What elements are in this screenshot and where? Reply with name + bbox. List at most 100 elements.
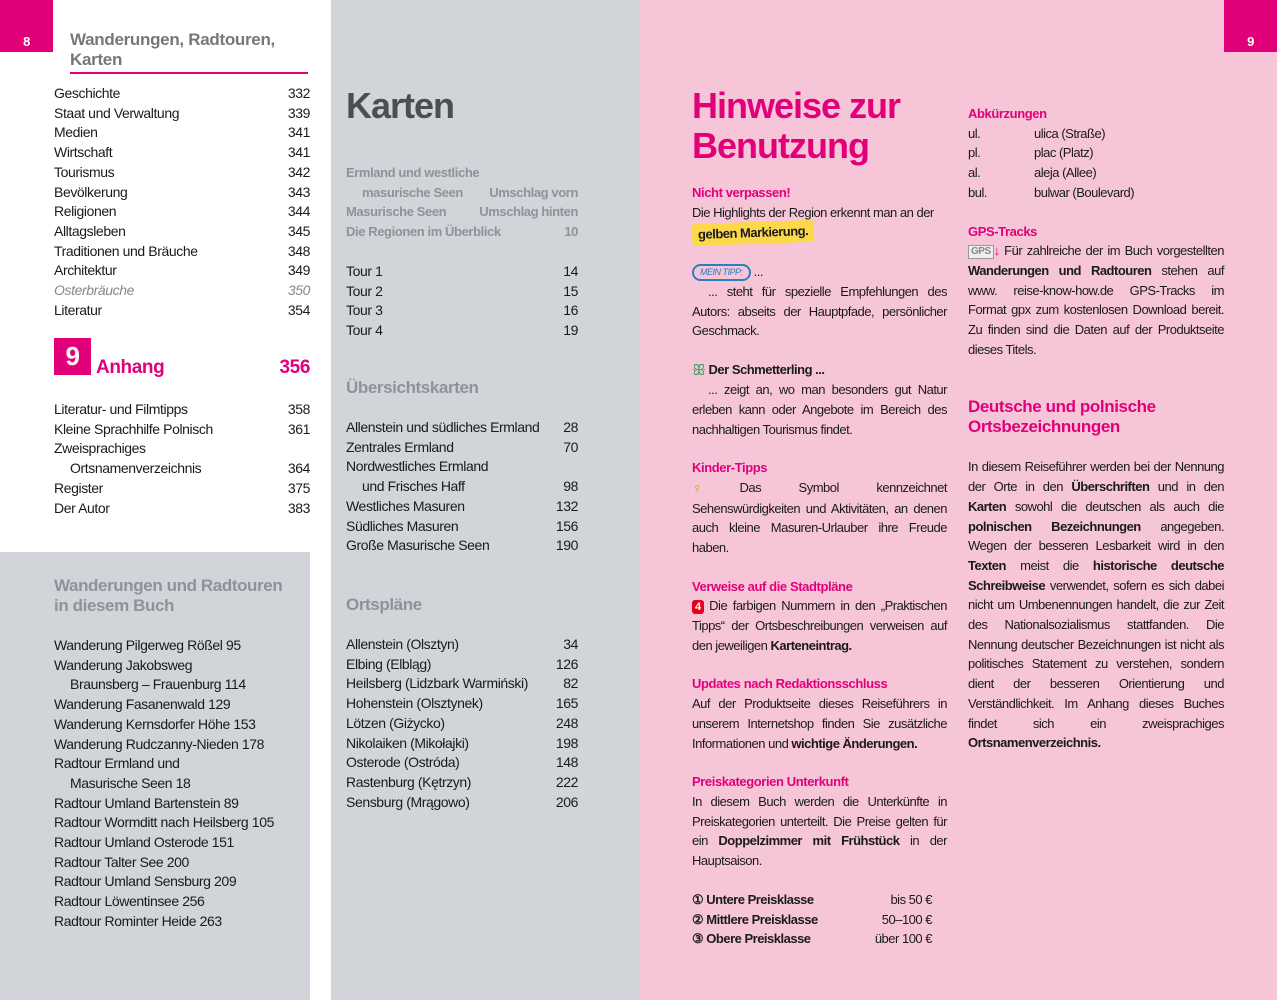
item-page: 350	[287, 282, 311, 299]
updates-bold: wichtige Änderungen.	[791, 735, 918, 751]
list-item: Tour 2 15	[346, 282, 578, 302]
list-item: Ermland und westliche	[346, 163, 578, 183]
text-segment: und in den	[1149, 479, 1225, 495]
list-item: Wanderung Rudczanny-Nieden 178	[54, 735, 304, 755]
item-label: Nikolaiken (Mikołajki)	[346, 734, 469, 751]
list-item: Kleine Sprachhilfe Polnisch 361	[54, 420, 310, 440]
item-label: Wanderung Rudczanny-Nieden 178	[54, 735, 265, 752]
right-page: 9 Hinweise zur Benutzung Nicht verpassen…	[639, 0, 1277, 1000]
nicht-text: Die Highlights der Region erkennt man an…	[692, 204, 934, 220]
text-segment: In diesem Reiseführer werden bei der Nen…	[968, 459, 1225, 495]
item-label: Wirtschaft	[54, 144, 113, 161]
list-item: Radtour Umland Bartenstein 89	[54, 794, 304, 814]
list-item: Alltagsleben 345	[54, 222, 310, 242]
city-title: Ortspläne	[346, 595, 422, 614]
item-label: Bevölkerung	[54, 183, 128, 200]
title-line: Ortsbezeichnungen	[968, 417, 1120, 437]
item-page: 341	[287, 144, 311, 161]
item-label: Tour 3	[346, 302, 383, 319]
title-line: Deutsche und polnische	[968, 397, 1156, 417]
item-label: Ortsnamenverzeichnis	[70, 460, 202, 477]
gps-icon: GPS	[968, 244, 994, 259]
item-page: 98	[563, 478, 578, 495]
item-page: 148	[555, 754, 579, 771]
list-item: Wanderung Fasanenwald 129	[54, 695, 304, 715]
updates-title: Updates nach Redaktionsschluss	[692, 676, 888, 692]
tour-maps-list: Tour 1 14 Tour 2 15 Tour 3 16 Tour 4 19	[346, 262, 578, 341]
list-item: Radtour Löwentinsee 256	[54, 892, 304, 912]
item-page: 364	[287, 460, 311, 477]
butterfly-icon: ꕥ	[692, 361, 706, 379]
item-label: Südliches Masuren	[346, 517, 459, 534]
price-label: ② Mittlere Preisklasse	[692, 910, 818, 930]
item-label: Radtour Löwentinsee 256	[54, 893, 205, 910]
list-item: Braunsberg – Frauenburg 114	[54, 675, 304, 695]
item-label: Tour 4	[346, 322, 383, 339]
item-label: Die Regionen im Überblick	[346, 224, 501, 240]
price-num: ①	[692, 891, 704, 907]
text-segment: verwendet, sofern es sich dabei nicht um…	[968, 577, 1225, 731]
item-label: Rastenburg (Kętrzyn)	[346, 773, 472, 790]
item-page: 332	[287, 85, 311, 101]
item-label: Radtour Rominter Heide 263	[54, 912, 222, 929]
list-item: Literatur 354	[54, 301, 310, 321]
item-label: Ermland und westliche	[346, 165, 480, 180]
item-label: Lötzen (Giżycko)	[346, 714, 445, 731]
chapter-title: Anhang	[96, 357, 165, 378]
list-item: Literatur- und Filmtipps 358	[54, 400, 310, 420]
item-label: Kleine Sprachhilfe Polnisch	[54, 420, 213, 437]
abbr-long: ulica (Straße)	[1034, 125, 1106, 141]
item-page: 383	[287, 499, 311, 516]
page-number-tab: 9	[1224, 0, 1277, 52]
title-line: Hinweise zur	[692, 85, 901, 126]
item-page: 28	[563, 419, 578, 435]
price-value: über 100 €	[874, 931, 933, 947]
maps-title: Karten	[346, 85, 455, 126]
item-label: Osterbräuche	[54, 282, 135, 299]
price-row: ③ Obere Preisklasse über 100 €	[692, 929, 933, 949]
item-page: 345	[287, 222, 311, 239]
list-item: Wanderung Jakobsweg	[54, 656, 304, 676]
maps-column: Karten Ermland und westliche masurische S…	[331, 0, 639, 1000]
page-title: Hinweise zur Benutzung	[692, 85, 901, 166]
item-page: 198	[555, 734, 579, 751]
schmetterling-title: Der Schmetterling ...	[708, 361, 825, 377]
abbreviation-row: bul. bulwar (Boulevard)	[968, 183, 1224, 203]
map-number-badge: 4	[692, 599, 704, 614]
price-row: ② Mittlere Preisklasse 50–100 €	[692, 910, 933, 930]
item-page: 222	[555, 773, 579, 790]
item-label: Wanderung Jakobsweg	[54, 656, 193, 673]
abbreviation-row: al. aleja (Allee)	[968, 163, 1224, 183]
price-value: bis 50 €	[890, 891, 932, 907]
list-item: Religionen 344	[54, 202, 310, 222]
item-page: 342	[287, 163, 311, 180]
item-page: 349	[287, 262, 311, 279]
item-label: Große Masurische Seen	[346, 537, 490, 554]
item-label: Radtour Umland Osterode 151	[54, 834, 234, 851]
item-label: Allenstein (Olsztyn)	[346, 636, 459, 652]
preis-title: Preiskategorien Unterkunft	[692, 774, 849, 790]
left-page: 8 Wanderungen, Radtouren, Karten Geschic…	[0, 0, 310, 1000]
item-label: und Frisches Haff	[362, 478, 465, 495]
abbreviation-row: pl. plac (Platz)	[968, 143, 1224, 163]
list-item: und Frisches Haff 98	[346, 477, 578, 497]
item-label: Radtour Umland Bartenstein 89	[54, 794, 239, 811]
item-label: Architektur	[54, 262, 117, 279]
abbr-long: plac (Platz)	[1034, 145, 1094, 161]
list-item: Osterode (Ostróda) 148	[346, 753, 578, 773]
title-line: Benutzung	[692, 125, 870, 166]
item-label: Wanderung Kernsdorfer Höhe 153	[54, 715, 256, 732]
list-item: Allenstein (Olsztyn) 34	[346, 635, 578, 655]
item-label: Masurische Seen	[346, 204, 447, 220]
item-label: Radtour Talter See 200	[54, 853, 189, 870]
item-page: Umschlag vorn	[489, 184, 578, 200]
item-label: Radtour Wormditt nach Heilsberg 105	[54, 814, 274, 831]
text-segment: sowohl die deutschen als auch die	[1006, 498, 1225, 514]
item-page: 132	[555, 497, 579, 514]
title-line: in diesem Buch	[54, 596, 175, 615]
list-item: Radtour Rominter Heide 263	[54, 912, 304, 932]
item-label: Hohenstein (Olsztynek)	[346, 695, 483, 712]
list-item: Architektur 349	[54, 261, 310, 281]
item-label: Westliches Masuren	[346, 497, 465, 514]
list-item: Radtour Umland Sensburg 209	[54, 872, 304, 892]
